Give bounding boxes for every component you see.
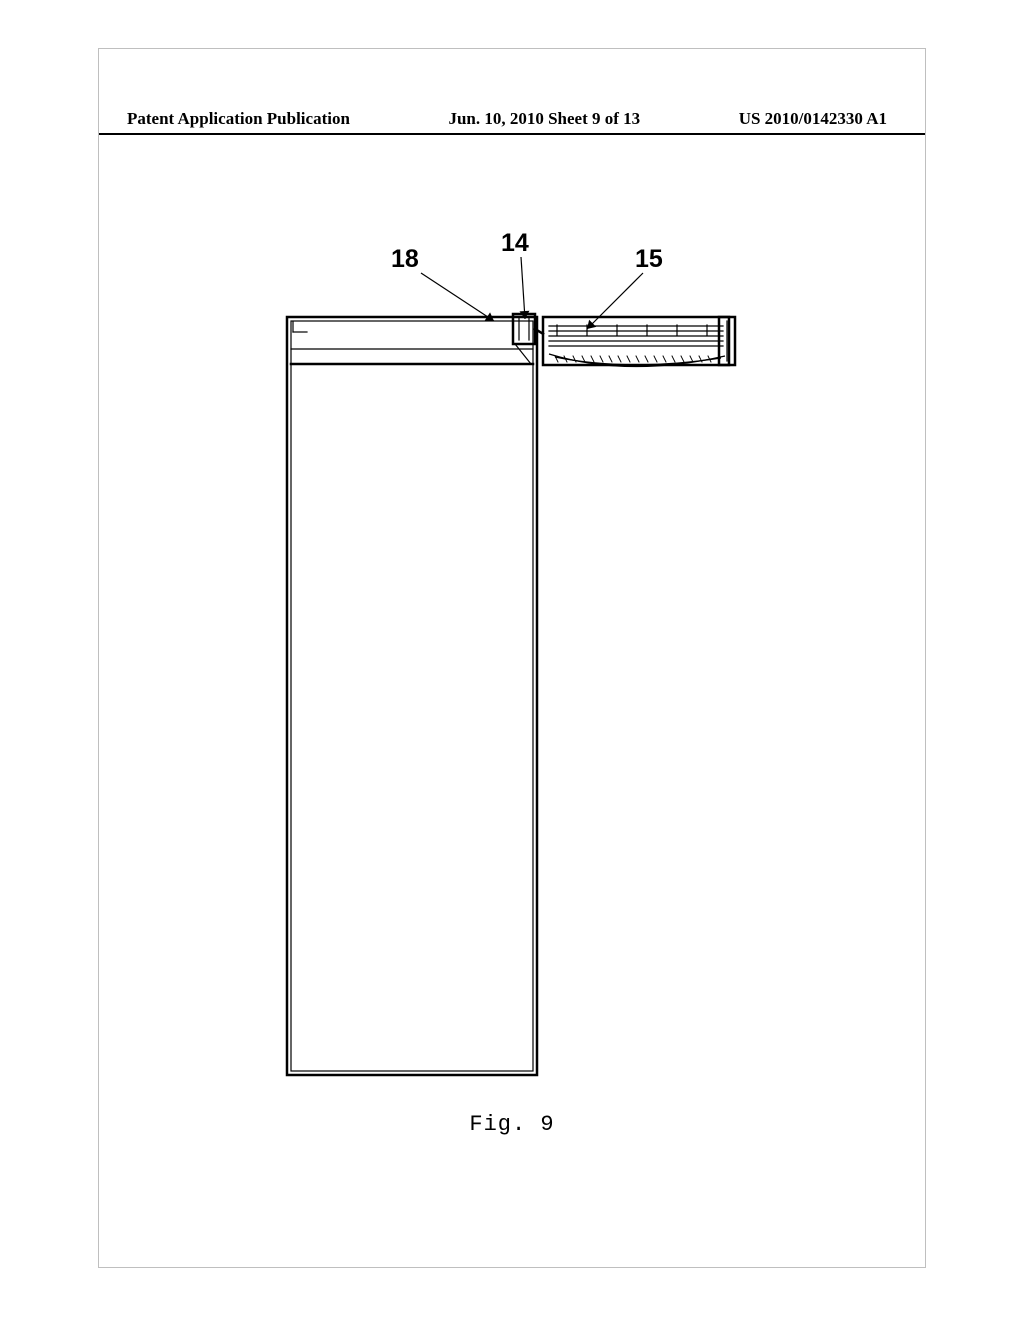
page-header: Patent Application Publication Jun. 10, … bbox=[99, 109, 925, 135]
page-frame: Patent Application Publication Jun. 10, … bbox=[98, 48, 926, 1268]
figure-caption: Fig. 9 bbox=[99, 1112, 925, 1137]
header-right: US 2010/0142330 A1 bbox=[739, 109, 887, 129]
header-center: Jun. 10, 2010 Sheet 9 of 13 bbox=[448, 109, 640, 129]
patent-figure-drawing bbox=[99, 229, 927, 1129]
header-left: Patent Application Publication bbox=[127, 109, 350, 129]
header-row: Patent Application Publication Jun. 10, … bbox=[99, 109, 925, 129]
figure-area: 18 14 15 bbox=[99, 229, 925, 1129]
